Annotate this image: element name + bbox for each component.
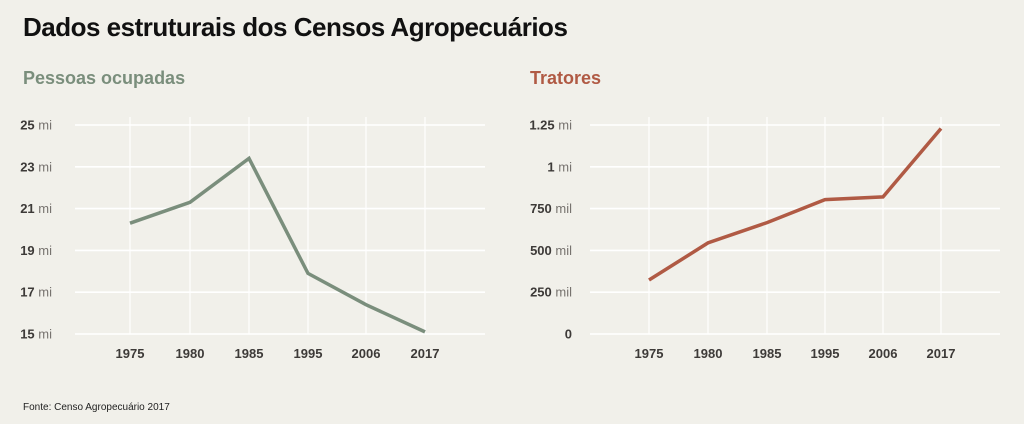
x-tick-label: 2006 bbox=[352, 346, 381, 361]
y-tick-label: 23 mi bbox=[20, 159, 52, 174]
x-tick-label: 1985 bbox=[235, 346, 264, 361]
source-note: Fonte: Censo Agropecuário 2017 bbox=[23, 402, 170, 413]
y-tick-label: 15 mi bbox=[20, 327, 52, 342]
x-tick-label: 1975 bbox=[635, 346, 664, 361]
y-tick-unit: mil bbox=[552, 201, 572, 216]
y-tick-unit: mil bbox=[552, 285, 572, 300]
x-tick-label: 2006 bbox=[869, 346, 898, 361]
series-line-pessoas bbox=[129, 155, 426, 334]
y-tick-label: 500 mil bbox=[530, 243, 572, 258]
y-tick-number: 15 bbox=[20, 327, 34, 342]
y-tick-label: 250 mil bbox=[530, 285, 572, 300]
series-line-tratores bbox=[648, 127, 943, 282]
y-tick-unit: mi bbox=[35, 201, 52, 216]
y-tick-number: 25 bbox=[20, 118, 34, 133]
y-tick-label: 750 mil bbox=[530, 201, 572, 216]
y-tick-label: 0 bbox=[565, 327, 572, 342]
y-tick-number: 17 bbox=[20, 285, 34, 300]
x-tick-label: 1975 bbox=[116, 346, 145, 361]
x-tick-label: 1995 bbox=[811, 346, 840, 361]
y-tick-number: 500 bbox=[530, 243, 552, 258]
chart-title-pessoas: Pessoas ocupadas bbox=[23, 68, 186, 88]
y-tick-label: 1 mi bbox=[547, 159, 572, 174]
y-tick-number: 250 bbox=[530, 285, 552, 300]
y-tick-number: 21 bbox=[20, 201, 34, 216]
y-tick-number: 19 bbox=[20, 243, 34, 258]
y-tick-unit: mil bbox=[552, 243, 572, 258]
page-title: Dados estruturais dos Censos Agropecuári… bbox=[23, 12, 568, 42]
x-tick-label: 1995 bbox=[294, 346, 323, 361]
x-tick-label: 1985 bbox=[753, 346, 782, 361]
y-tick-label: 19 mi bbox=[20, 243, 52, 258]
y-tick-unit: mi bbox=[35, 118, 52, 133]
y-tick-label: 25 mi bbox=[20, 118, 52, 133]
y-tick-number: 1 bbox=[547, 159, 554, 174]
y-tick-label: 21 mi bbox=[20, 201, 52, 216]
y-tick-label: 1.25 mi bbox=[529, 118, 572, 133]
y-tick-label: 17 mi bbox=[20, 285, 52, 300]
x-tick-label: 2017 bbox=[411, 346, 440, 361]
x-tick-label: 2017 bbox=[927, 346, 956, 361]
y-tick-unit: mi bbox=[35, 243, 52, 258]
y-tick-unit: mi bbox=[35, 285, 52, 300]
y-tick-unit: mi bbox=[35, 327, 52, 342]
y-tick-unit: mi bbox=[555, 118, 572, 133]
x-tick-label: 1980 bbox=[176, 346, 205, 361]
y-tick-unit: mi bbox=[35, 159, 52, 174]
x-tick-label: 1980 bbox=[694, 346, 723, 361]
y-tick-unit: mi bbox=[555, 159, 572, 174]
y-tick-number: 1.25 bbox=[529, 118, 554, 133]
chart-title-tratores: Tratores bbox=[530, 68, 602, 88]
y-tick-number: 0 bbox=[565, 327, 572, 342]
y-tick-number: 750 bbox=[530, 201, 552, 216]
y-tick-number: 23 bbox=[20, 159, 34, 174]
